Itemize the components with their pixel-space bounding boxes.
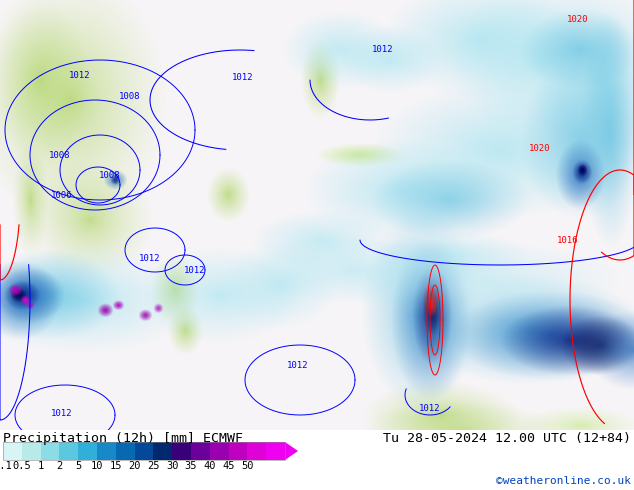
Text: 1020: 1020 xyxy=(529,144,551,152)
Text: 10: 10 xyxy=(91,461,103,471)
Text: 1012: 1012 xyxy=(287,361,309,369)
Text: 1012: 1012 xyxy=(232,74,254,82)
Text: 1020: 1020 xyxy=(567,16,589,24)
Text: 45: 45 xyxy=(223,461,235,471)
Text: 1016: 1016 xyxy=(557,236,579,245)
Text: 0.1: 0.1 xyxy=(0,461,13,471)
Text: 1006: 1006 xyxy=(51,191,73,199)
Text: 0.5: 0.5 xyxy=(13,461,31,471)
Bar xyxy=(134,442,153,460)
Bar xyxy=(153,442,172,460)
Bar xyxy=(191,442,210,460)
Polygon shape xyxy=(285,442,298,460)
Text: 40: 40 xyxy=(204,461,216,471)
Text: 1012: 1012 xyxy=(69,71,91,79)
Bar xyxy=(247,442,266,460)
Bar xyxy=(60,442,78,460)
Text: ©weatheronline.co.uk: ©weatheronline.co.uk xyxy=(496,476,631,486)
Text: 30: 30 xyxy=(166,461,178,471)
Bar xyxy=(97,442,116,460)
Text: 15: 15 xyxy=(110,461,122,471)
Text: 1012: 1012 xyxy=(184,266,206,274)
Text: 1008: 1008 xyxy=(119,92,141,100)
Text: 1012: 1012 xyxy=(419,403,441,413)
Bar xyxy=(3,442,285,460)
Text: 1012: 1012 xyxy=(372,46,394,54)
Bar xyxy=(172,442,191,460)
Bar xyxy=(41,442,60,460)
Text: Precipitation (12h) [mm] ECMWF: Precipitation (12h) [mm] ECMWF xyxy=(3,432,243,445)
Bar xyxy=(3,442,22,460)
Bar xyxy=(116,442,134,460)
Text: 20: 20 xyxy=(128,461,141,471)
Text: 1: 1 xyxy=(37,461,44,471)
Text: 1008: 1008 xyxy=(100,171,120,179)
Bar xyxy=(266,442,285,460)
Text: 2: 2 xyxy=(56,461,63,471)
Text: 1012: 1012 xyxy=(139,253,161,263)
Text: Tu 28-05-2024 12.00 UTC (12+84): Tu 28-05-2024 12.00 UTC (12+84) xyxy=(383,432,631,445)
Bar xyxy=(210,442,229,460)
Text: 1008: 1008 xyxy=(49,150,71,160)
Text: 1012: 1012 xyxy=(51,409,73,417)
Bar xyxy=(78,442,97,460)
Text: 5: 5 xyxy=(75,461,81,471)
Text: 50: 50 xyxy=(241,461,254,471)
Bar xyxy=(229,442,247,460)
Text: 35: 35 xyxy=(184,461,197,471)
Text: 25: 25 xyxy=(147,461,160,471)
Bar xyxy=(22,442,41,460)
